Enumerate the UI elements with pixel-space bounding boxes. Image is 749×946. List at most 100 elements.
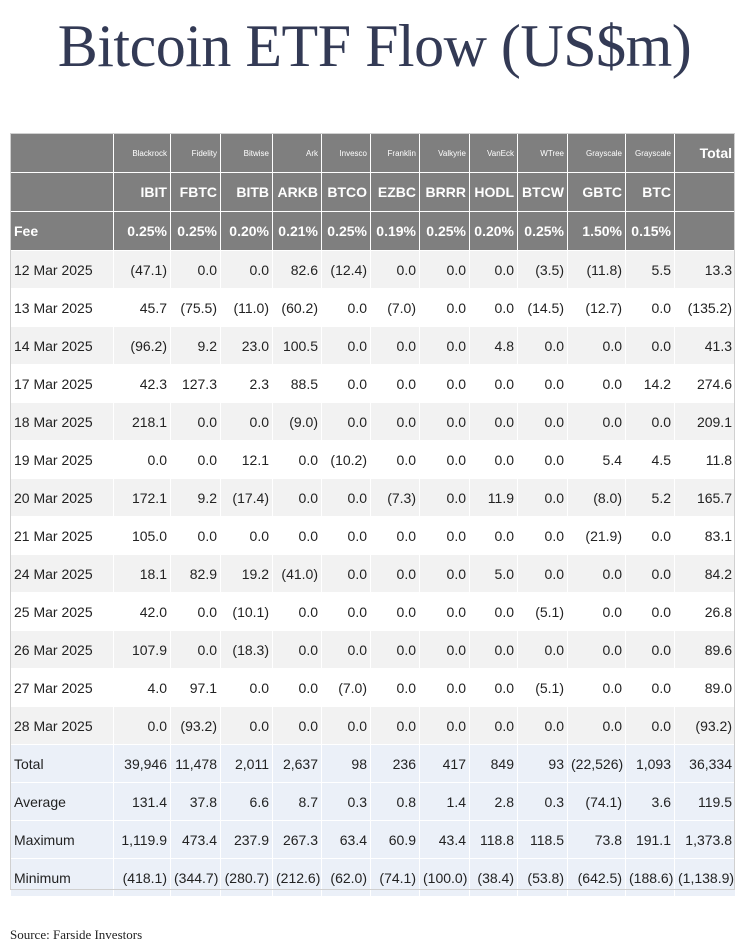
summary-cell: (74.1) <box>370 858 420 897</box>
summary-cell: 118.8 <box>469 820 518 859</box>
summary-cell: 2,011 <box>220 744 273 783</box>
flow-cell: (93.2) <box>170 706 221 745</box>
summary-cell: 1,119.9 <box>113 820 171 859</box>
fee-row: Fee 0.25% 0.25% 0.20% 0.21% 0.25% 0.19% … <box>10 211 736 251</box>
flow-cell: 0.0 <box>567 364 626 403</box>
summary-cell: 2,637 <box>272 744 322 783</box>
page-title: Bitcoin ETF Flow (US$m) <box>57 13 692 79</box>
fee-label: Fee <box>10 211 114 251</box>
flow-cell: 88.5 <box>272 364 322 403</box>
flow-cell: 0.0 <box>567 668 626 707</box>
summary-cell: 2.8 <box>469 782 518 821</box>
row-total: 11.8 <box>674 440 736 479</box>
ticker-header: HODL <box>469 172 518 212</box>
flow-cell: (17.4) <box>220 478 273 517</box>
summary-label: Minimum <box>10 858 114 897</box>
row-total: 209.1 <box>674 402 736 441</box>
flow-cell: 0.0 <box>517 630 568 669</box>
fee-value: 1.50% <box>567 211 626 251</box>
summary-cell: 8.7 <box>272 782 322 821</box>
issuer-header: WTree <box>517 133 568 173</box>
flow-cell: 0.0 <box>517 478 568 517</box>
flow-cell: 0.0 <box>370 440 420 479</box>
summary-cell: (22,526) <box>567 744 626 783</box>
flow-cell: 0.0 <box>419 288 470 327</box>
flow-cell: 0.0 <box>370 554 420 593</box>
row-date: 19 Mar 2025 <box>10 440 114 479</box>
flow-cell: 0.0 <box>321 364 371 403</box>
summary-total: (1,138.9) <box>674 858 736 897</box>
flow-cell: 0.0 <box>469 592 518 631</box>
flow-cell: 0.0 <box>370 668 420 707</box>
summary-cell: (62.0) <box>321 858 371 897</box>
summary-label: Total <box>10 744 114 783</box>
ticker-header: BTCO <box>321 172 371 212</box>
fee-value: 0.20% <box>469 211 518 251</box>
flow-cell: 0.0 <box>567 326 626 365</box>
fee-value: 0.25% <box>113 211 171 251</box>
ticker-header: BRRR <box>419 172 470 212</box>
flow-cell: (5.1) <box>517 668 568 707</box>
issuer-header: Grayscale <box>625 133 675 173</box>
summary-row: Minimum (418.1) (344.7) (280.7) (212.6) (62.0… <box>10 858 736 897</box>
row-date: 26 Mar 2025 <box>10 630 114 669</box>
summary-cell: (53.8) <box>517 858 568 897</box>
flow-cell: 0.0 <box>419 706 470 745</box>
summary-cell: 39,946 <box>113 744 171 783</box>
fee-value: 0.25% <box>517 211 568 251</box>
flow-cell: 0.0 <box>321 288 371 327</box>
summary-cell: 6.6 <box>220 782 273 821</box>
flow-cell: (41.0) <box>272 554 322 593</box>
table-row: 20 Mar 2025 172.1 9.2 (17.4) 0.0 0.0 (7.3) 0.0 1… <box>10 478 736 517</box>
summary-cell: (280.7) <box>220 858 273 897</box>
summary-total: 119.5 <box>674 782 736 821</box>
flow-cell: 0.0 <box>321 630 371 669</box>
issuer-header: VanEck <box>469 133 518 173</box>
fee-value: 0.25% <box>170 211 221 251</box>
flow-cell: 0.0 <box>517 440 568 479</box>
summary-cell: 1,093 <box>625 744 675 783</box>
summary-total: 1,373.8 <box>674 820 736 859</box>
flow-cell: (60.2) <box>272 288 322 327</box>
flow-cell: 0.0 <box>469 516 518 555</box>
summary-cell: 267.3 <box>272 820 322 859</box>
flow-cell: 0.0 <box>517 554 568 593</box>
summary-cell: 93 <box>517 744 568 783</box>
summary-cell: (212.6) <box>272 858 322 897</box>
summary-total: 36,334 <box>674 744 736 783</box>
flow-cell: 107.9 <box>113 630 171 669</box>
flow-cell: (12.4) <box>321 250 371 289</box>
flow-cell: 0.0 <box>567 554 626 593</box>
flow-cell: 0.0 <box>469 288 518 327</box>
summary-cell: 37.8 <box>170 782 221 821</box>
flow-cell: 0.0 <box>419 250 470 289</box>
ticker-header: ARKB <box>272 172 322 212</box>
flow-cell: 0.0 <box>469 440 518 479</box>
summary-cell: 43.4 <box>419 820 470 859</box>
summary-cell: 191.1 <box>625 820 675 859</box>
flow-cell: 4.8 <box>469 326 518 365</box>
flow-cell: 0.0 <box>272 592 322 631</box>
summary-row: Maximum 1,119.9 473.4 237.9 267.3 63.4 60.9 43.… <box>10 820 736 859</box>
flow-cell: 0.0 <box>625 706 675 745</box>
flow-cell: 82.6 <box>272 250 322 289</box>
flow-cell: 0.0 <box>113 440 171 479</box>
flow-cell: 0.0 <box>625 326 675 365</box>
flow-cell: 0.0 <box>321 554 371 593</box>
summary-cell: 131.4 <box>113 782 171 821</box>
header-corner <box>10 172 114 212</box>
table-row: 12 Mar 2025 (47.1) 0.0 0.0 82.6 (12.4) 0.0 0.0 0… <box>10 250 736 289</box>
flow-cell: 100.5 <box>272 326 322 365</box>
table-row: 27 Mar 2025 4.0 97.1 0.0 0.0 (7.0) 0.0 0.0 0.0 (5… <box>10 668 736 707</box>
issuer-header-row: Blackrock Fidelity Bitwise Ark Invesco F… <box>10 133 736 173</box>
flow-cell: 0.0 <box>370 592 420 631</box>
row-date: 18 Mar 2025 <box>10 402 114 441</box>
summary-cell: 0.8 <box>370 782 420 821</box>
table-row: 28 Mar 2025 0.0 (93.2) 0.0 0.0 0.0 0.0 0.0 0.0 0.… <box>10 706 736 745</box>
flow-cell: 0.0 <box>419 326 470 365</box>
summary-cell: 473.4 <box>170 820 221 859</box>
flow-cell: 0.0 <box>113 706 171 745</box>
flow-cell: 5.5 <box>625 250 675 289</box>
flow-cell: 0.0 <box>370 516 420 555</box>
flow-cell: (18.3) <box>220 630 273 669</box>
